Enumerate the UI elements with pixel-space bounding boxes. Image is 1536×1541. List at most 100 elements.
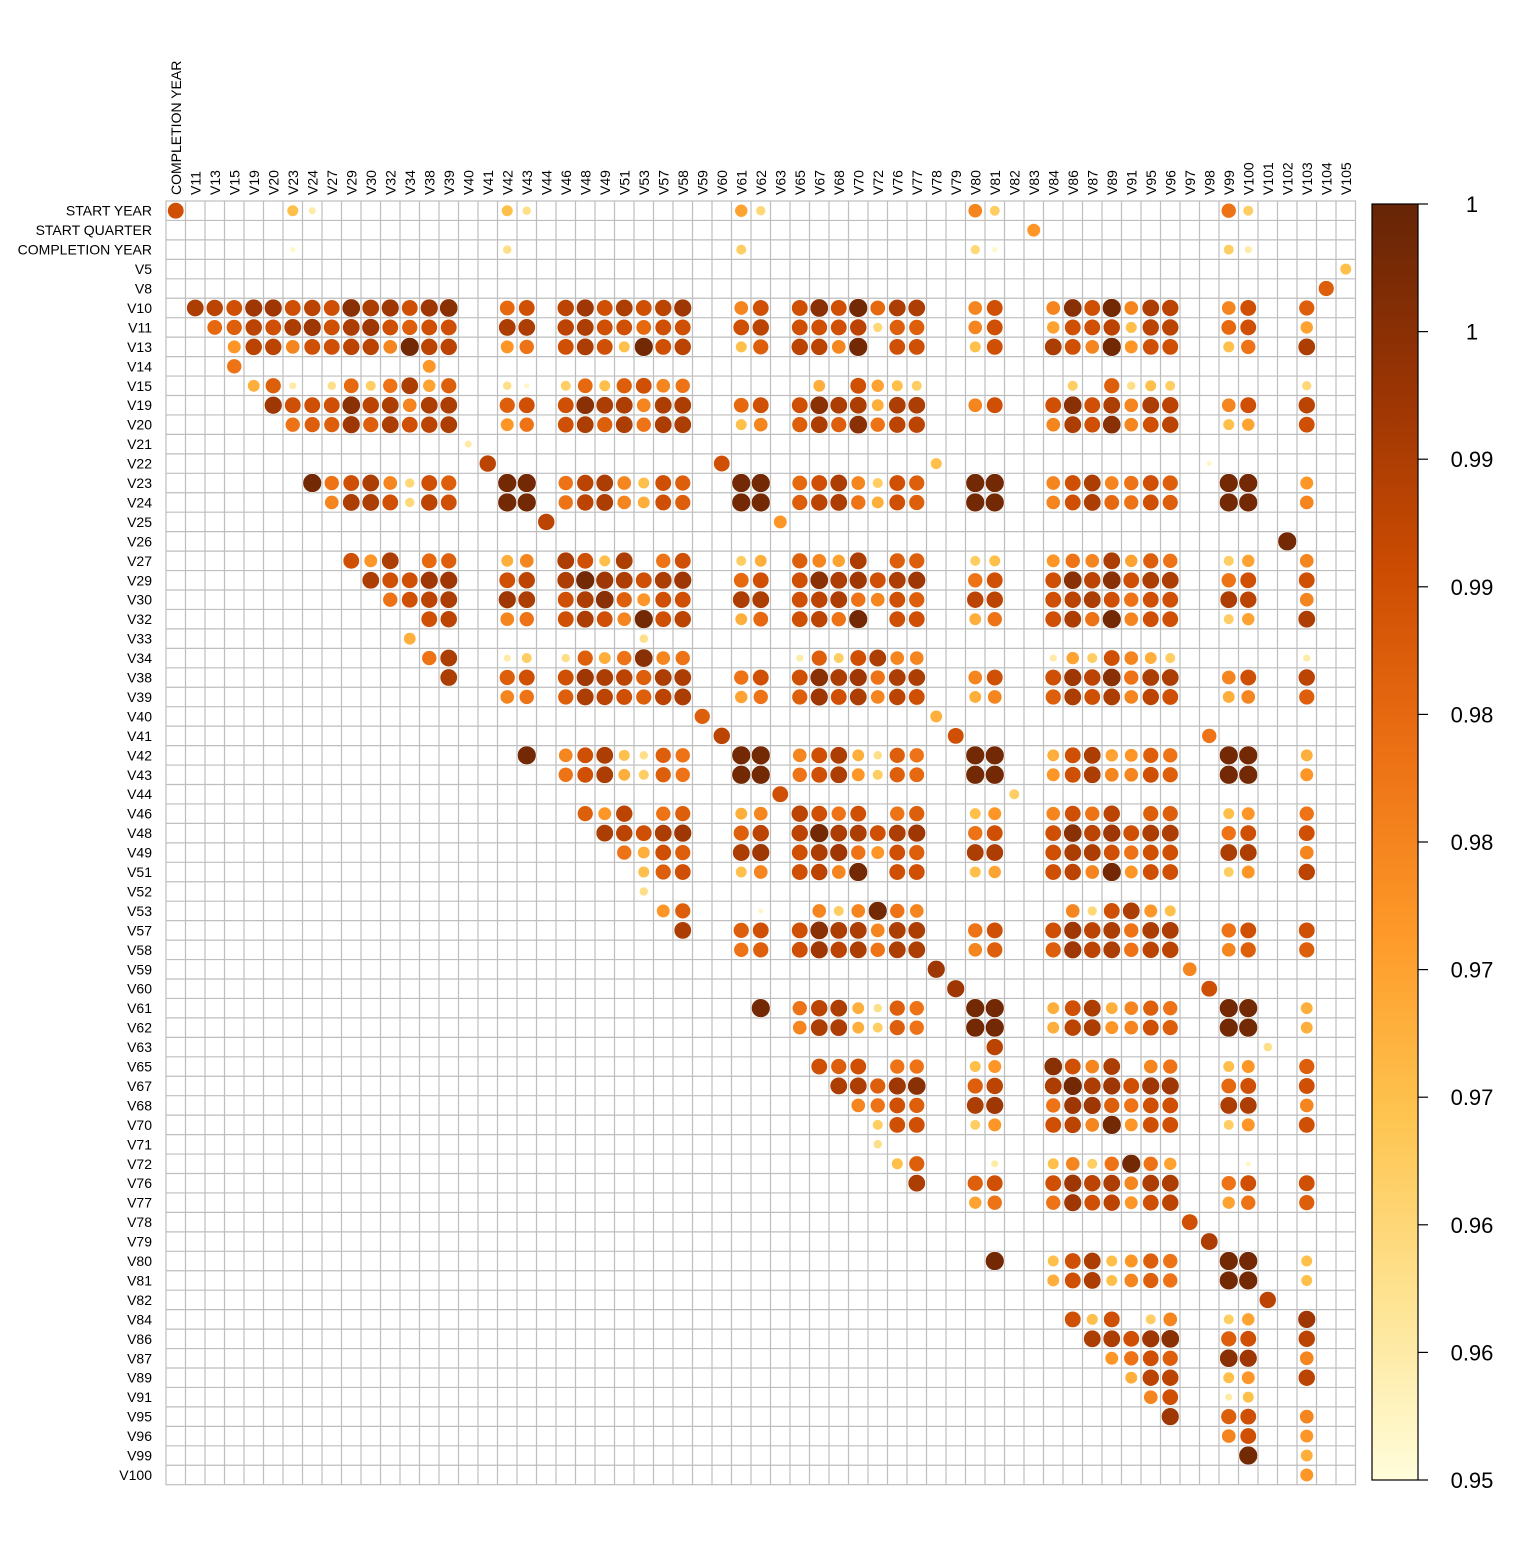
correlation-point [361, 298, 380, 317]
correlation-point [849, 805, 867, 823]
correlation-point [637, 846, 651, 860]
correlation-point [888, 940, 907, 959]
correlation-point [1084, 864, 1100, 880]
correlation-point [1046, 320, 1061, 335]
correlation-point [1298, 824, 1316, 842]
correlation-point [498, 571, 516, 589]
correlation-point [1122, 824, 1140, 842]
correlation-point [404, 497, 416, 508]
correlation-point [439, 396, 458, 415]
correlation-point [324, 495, 340, 510]
correlation-point [1244, 245, 1253, 254]
correlation-point [733, 572, 750, 589]
correlation-point [1318, 280, 1335, 297]
correlation-point [911, 380, 923, 392]
correlation-point [499, 397, 516, 414]
correlation-point [731, 473, 751, 493]
correlation-point [1142, 610, 1160, 628]
correlation-point [673, 338, 692, 356]
correlation-point [829, 940, 848, 959]
correlation-point [888, 863, 906, 881]
row-label: V22 [127, 456, 152, 472]
correlation-point [422, 359, 437, 374]
scale-tick-label: 1 [1466, 320, 1478, 345]
correlation-point [517, 590, 536, 609]
correlation-point [755, 205, 767, 216]
correlation-point [1298, 1116, 1316, 1134]
correlation-point [1084, 339, 1100, 355]
row-label: V100 [119, 1467, 152, 1483]
correlation-point [517, 571, 536, 590]
correlation-point [909, 903, 925, 919]
row-label: V46 [127, 806, 152, 822]
correlation-point [637, 476, 650, 490]
correlation-point [1084, 553, 1100, 569]
correlation-point [1223, 244, 1235, 256]
correlation-point [1240, 689, 1256, 705]
correlation-point [1123, 397, 1139, 413]
correlation-point [969, 1060, 982, 1073]
correlation-point [969, 340, 982, 353]
correlation-point [1220, 1077, 1237, 1094]
correlation-point [342, 552, 360, 570]
row-label: V96 [127, 1428, 152, 1444]
correlation-point [907, 668, 926, 687]
correlation-point [186, 298, 205, 317]
correlation-point [560, 380, 572, 392]
correlation-point [1105, 1254, 1118, 1268]
correlation-point [829, 1076, 848, 1095]
correlation-point [557, 668, 575, 687]
correlation-point [829, 396, 848, 415]
correlation-point [1162, 1253, 1179, 1269]
correlation-point [791, 844, 809, 862]
correlation-point [1044, 337, 1063, 356]
correlation-point [812, 379, 826, 393]
correlation-point [1220, 1408, 1237, 1425]
correlation-point [674, 844, 691, 861]
column-label: V65 [792, 170, 808, 195]
correlation-point [1239, 1174, 1257, 1192]
correlation-point [1103, 844, 1121, 862]
correlation-point [1008, 788, 1020, 800]
correlation-point [1102, 1057, 1121, 1076]
correlation-point [439, 590, 458, 609]
correlation-point [264, 396, 283, 415]
correlation-point [791, 921, 809, 939]
correlation-point [1162, 1272, 1179, 1289]
correlation-point [1124, 748, 1139, 763]
correlation-point [810, 999, 829, 1017]
correlation-point [810, 687, 829, 707]
correlation-point [1141, 1076, 1160, 1096]
correlation-point [595, 746, 614, 765]
correlation-point [655, 553, 672, 569]
correlation-point [1240, 339, 1257, 355]
correlation-point [888, 1116, 906, 1134]
row-label: START QUARTER [36, 222, 152, 238]
correlation-point [985, 1096, 1004, 1115]
correlation-point [907, 415, 926, 434]
column-label: V67 [811, 170, 827, 195]
correlation-point [674, 377, 691, 394]
correlation-point [1300, 1274, 1313, 1287]
correlation-point [1063, 863, 1082, 881]
correlation-point [595, 396, 614, 415]
correlation-point [289, 246, 296, 253]
correlation-point [557, 688, 574, 706]
correlation-point [1123, 300, 1139, 316]
row-label: V10 [127, 300, 152, 316]
correlation-point [888, 688, 907, 706]
correlation-point [1223, 555, 1235, 567]
correlation-point [1297, 396, 1316, 415]
correlation-point [889, 766, 906, 783]
correlation-point [285, 339, 301, 355]
correlation-point [1161, 299, 1180, 317]
correlation-point [969, 865, 982, 879]
row-label: V95 [127, 1409, 152, 1425]
row-label: V58 [127, 942, 152, 958]
correlation-point [1297, 610, 1316, 629]
color-scale-legend: 1 1 0.99 0.99 0.98 0.98 0.97 0.97 0.96 0.96 0.95 [1371, 192, 1493, 1493]
correlation-point [985, 492, 1005, 513]
correlation-point [1161, 1076, 1180, 1096]
correlation-point [674, 863, 692, 881]
correlation-point [1297, 1368, 1316, 1387]
